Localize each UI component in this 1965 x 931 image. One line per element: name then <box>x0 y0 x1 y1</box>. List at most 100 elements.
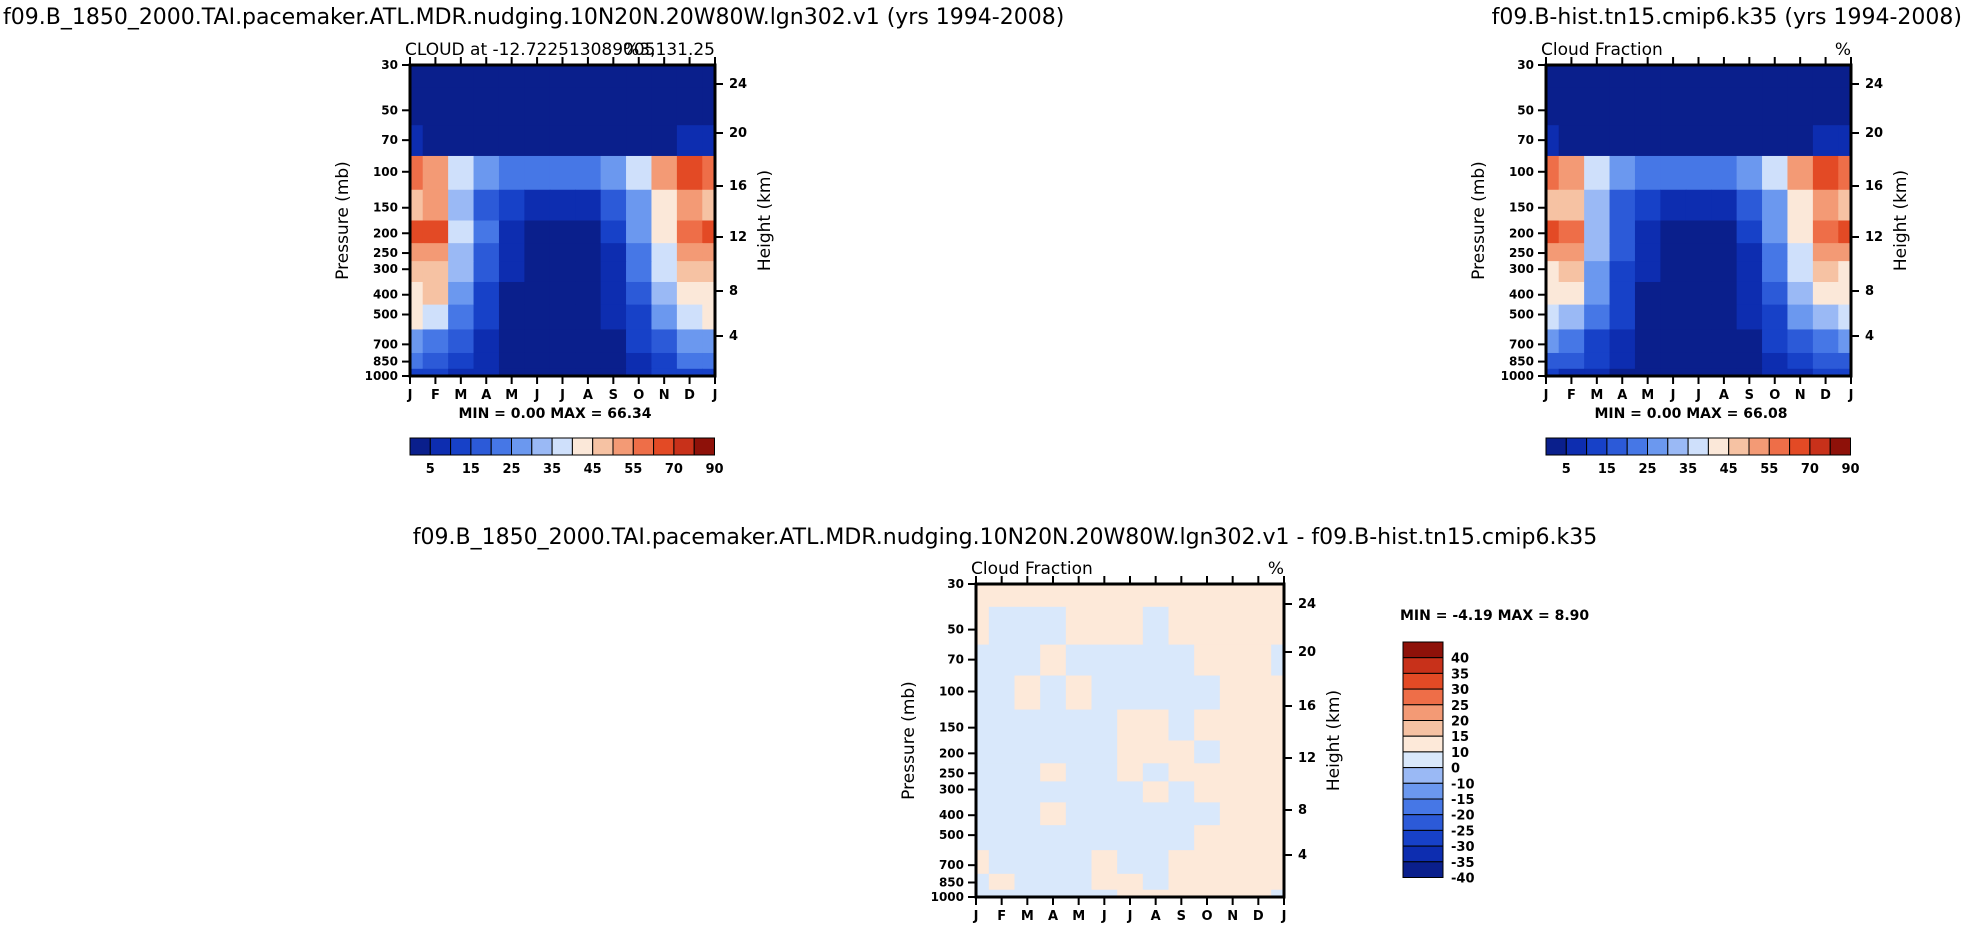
heat-cell <box>1660 243 1687 262</box>
heat-cell <box>1091 781 1118 803</box>
heat-cell <box>1168 606 1195 646</box>
heat-cell <box>600 304 627 331</box>
colorbar-swatch <box>1402 720 1444 737</box>
heat-cell <box>651 329 678 354</box>
heat-cell <box>448 304 475 331</box>
heat-cell <box>422 243 449 262</box>
heat-cell <box>410 155 424 191</box>
heat-cell <box>1065 763 1093 782</box>
x-tick-label: J <box>407 388 413 403</box>
colorbar-2: 5 15 25 35 45 55 70 90 <box>1545 437 1860 477</box>
heat-cell <box>1091 873 1118 891</box>
heat-cell <box>976 709 990 742</box>
heat-cell <box>1219 740 1247 764</box>
heat-cell <box>676 65 703 89</box>
colorbar-swatch <box>1667 437 1689 456</box>
heat-cell <box>1040 873 1067 891</box>
heat-cell <box>448 87 475 126</box>
heat-cell <box>702 281 716 306</box>
heat-cell <box>1117 675 1144 711</box>
heat-cell <box>988 709 1016 742</box>
heat-cell <box>448 329 475 354</box>
heat-cell <box>498 243 525 262</box>
colorbar-swatch <box>1647 437 1669 456</box>
min-max-stats: MIN = 0.00 MAX = 66.08 <box>1594 406 1787 422</box>
heat-cell <box>1660 65 1687 89</box>
heat-cell <box>1065 802 1093 826</box>
heat-cell <box>988 584 1016 608</box>
heat-cell <box>1014 889 1041 898</box>
colorbar-label: -10 <box>1451 777 1475 792</box>
heat-cell <box>1685 329 1712 354</box>
heat-cell <box>1168 781 1195 803</box>
heat-cell <box>1812 329 1839 354</box>
heat-cell <box>1271 873 1285 891</box>
heat-cell <box>702 87 716 126</box>
x-tick-label: J <box>1848 388 1854 403</box>
heat-cell <box>1609 87 1636 126</box>
colorbar-label: 35 <box>1679 462 1697 477</box>
y2-tick-label: 24 <box>729 77 747 92</box>
heat-cell <box>651 65 678 89</box>
heat-cell <box>1271 889 1285 898</box>
heat-cell <box>1142 873 1170 891</box>
heat-cell <box>498 189 525 222</box>
y-axis-label: Pressure (mb) <box>333 161 353 280</box>
heat-cell <box>1219 781 1247 803</box>
y-tick-label: 850 <box>1509 355 1534 369</box>
heat-cell <box>575 65 602 89</box>
colorbar-label: 10 <box>1451 746 1469 761</box>
heat-cell <box>1271 850 1285 875</box>
x-tick-label: A <box>481 388 491 403</box>
heat-cell <box>988 763 1016 782</box>
heat-cell <box>410 220 424 244</box>
heat-cell <box>575 261 602 283</box>
heat-cell <box>1245 740 1272 764</box>
heat-cell <box>1609 329 1636 354</box>
heat-cell <box>422 155 449 191</box>
colorbar-swatch <box>612 437 634 456</box>
y2-tick-label: 4 <box>729 329 738 344</box>
heat-cell <box>1117 763 1144 782</box>
heat-cell <box>549 261 576 283</box>
heat-cell <box>422 352 449 370</box>
heat-cell <box>976 889 990 898</box>
panel-subtitle: CLOUD at -12.722513089005 <box>405 40 656 60</box>
heat-cell <box>988 873 1016 891</box>
heat-cell <box>1168 825 1195 851</box>
heat-cell <box>1812 87 1839 126</box>
heat-cell <box>1736 281 1763 306</box>
heat-cell <box>1736 261 1763 283</box>
heat-cell <box>600 155 627 191</box>
heat-cell <box>1117 889 1144 898</box>
heat-cell <box>1194 873 1221 891</box>
colorbar-label: 5 <box>1562 462 1571 477</box>
heat-cell <box>1065 584 1093 608</box>
y-tick-label: 70 <box>1517 133 1534 147</box>
heat-cell <box>626 329 653 354</box>
heat-cell <box>702 261 716 283</box>
heat-cell <box>1685 243 1712 262</box>
heat-cell <box>1014 584 1041 608</box>
heat-cell <box>1014 675 1041 711</box>
heat-cell <box>1168 675 1195 711</box>
heat-cell <box>1838 189 1852 222</box>
x-tick-label: J <box>559 388 565 403</box>
heat-cell <box>549 243 576 262</box>
heat-cell <box>1685 304 1712 331</box>
heat-cell <box>1546 243 1560 262</box>
x-tick-label: J <box>534 388 540 403</box>
heat-cell <box>575 281 602 306</box>
heat-cell <box>988 740 1016 764</box>
panel3-title: f09.B_1850_2000.TAI.pacemaker.ATL.MDR.nu… <box>413 525 1597 550</box>
y-tick-label: 30 <box>947 577 964 591</box>
x-tick-label: A <box>1617 388 1627 403</box>
heat-cell <box>473 243 500 262</box>
heat-cell <box>1271 644 1285 677</box>
heat-cell <box>1117 740 1144 764</box>
heat-cell <box>1634 261 1661 283</box>
heat-cell <box>498 87 525 126</box>
colorbar-swatch <box>1402 782 1444 800</box>
heat-cell <box>1812 352 1839 370</box>
heat-cell <box>1065 740 1093 764</box>
